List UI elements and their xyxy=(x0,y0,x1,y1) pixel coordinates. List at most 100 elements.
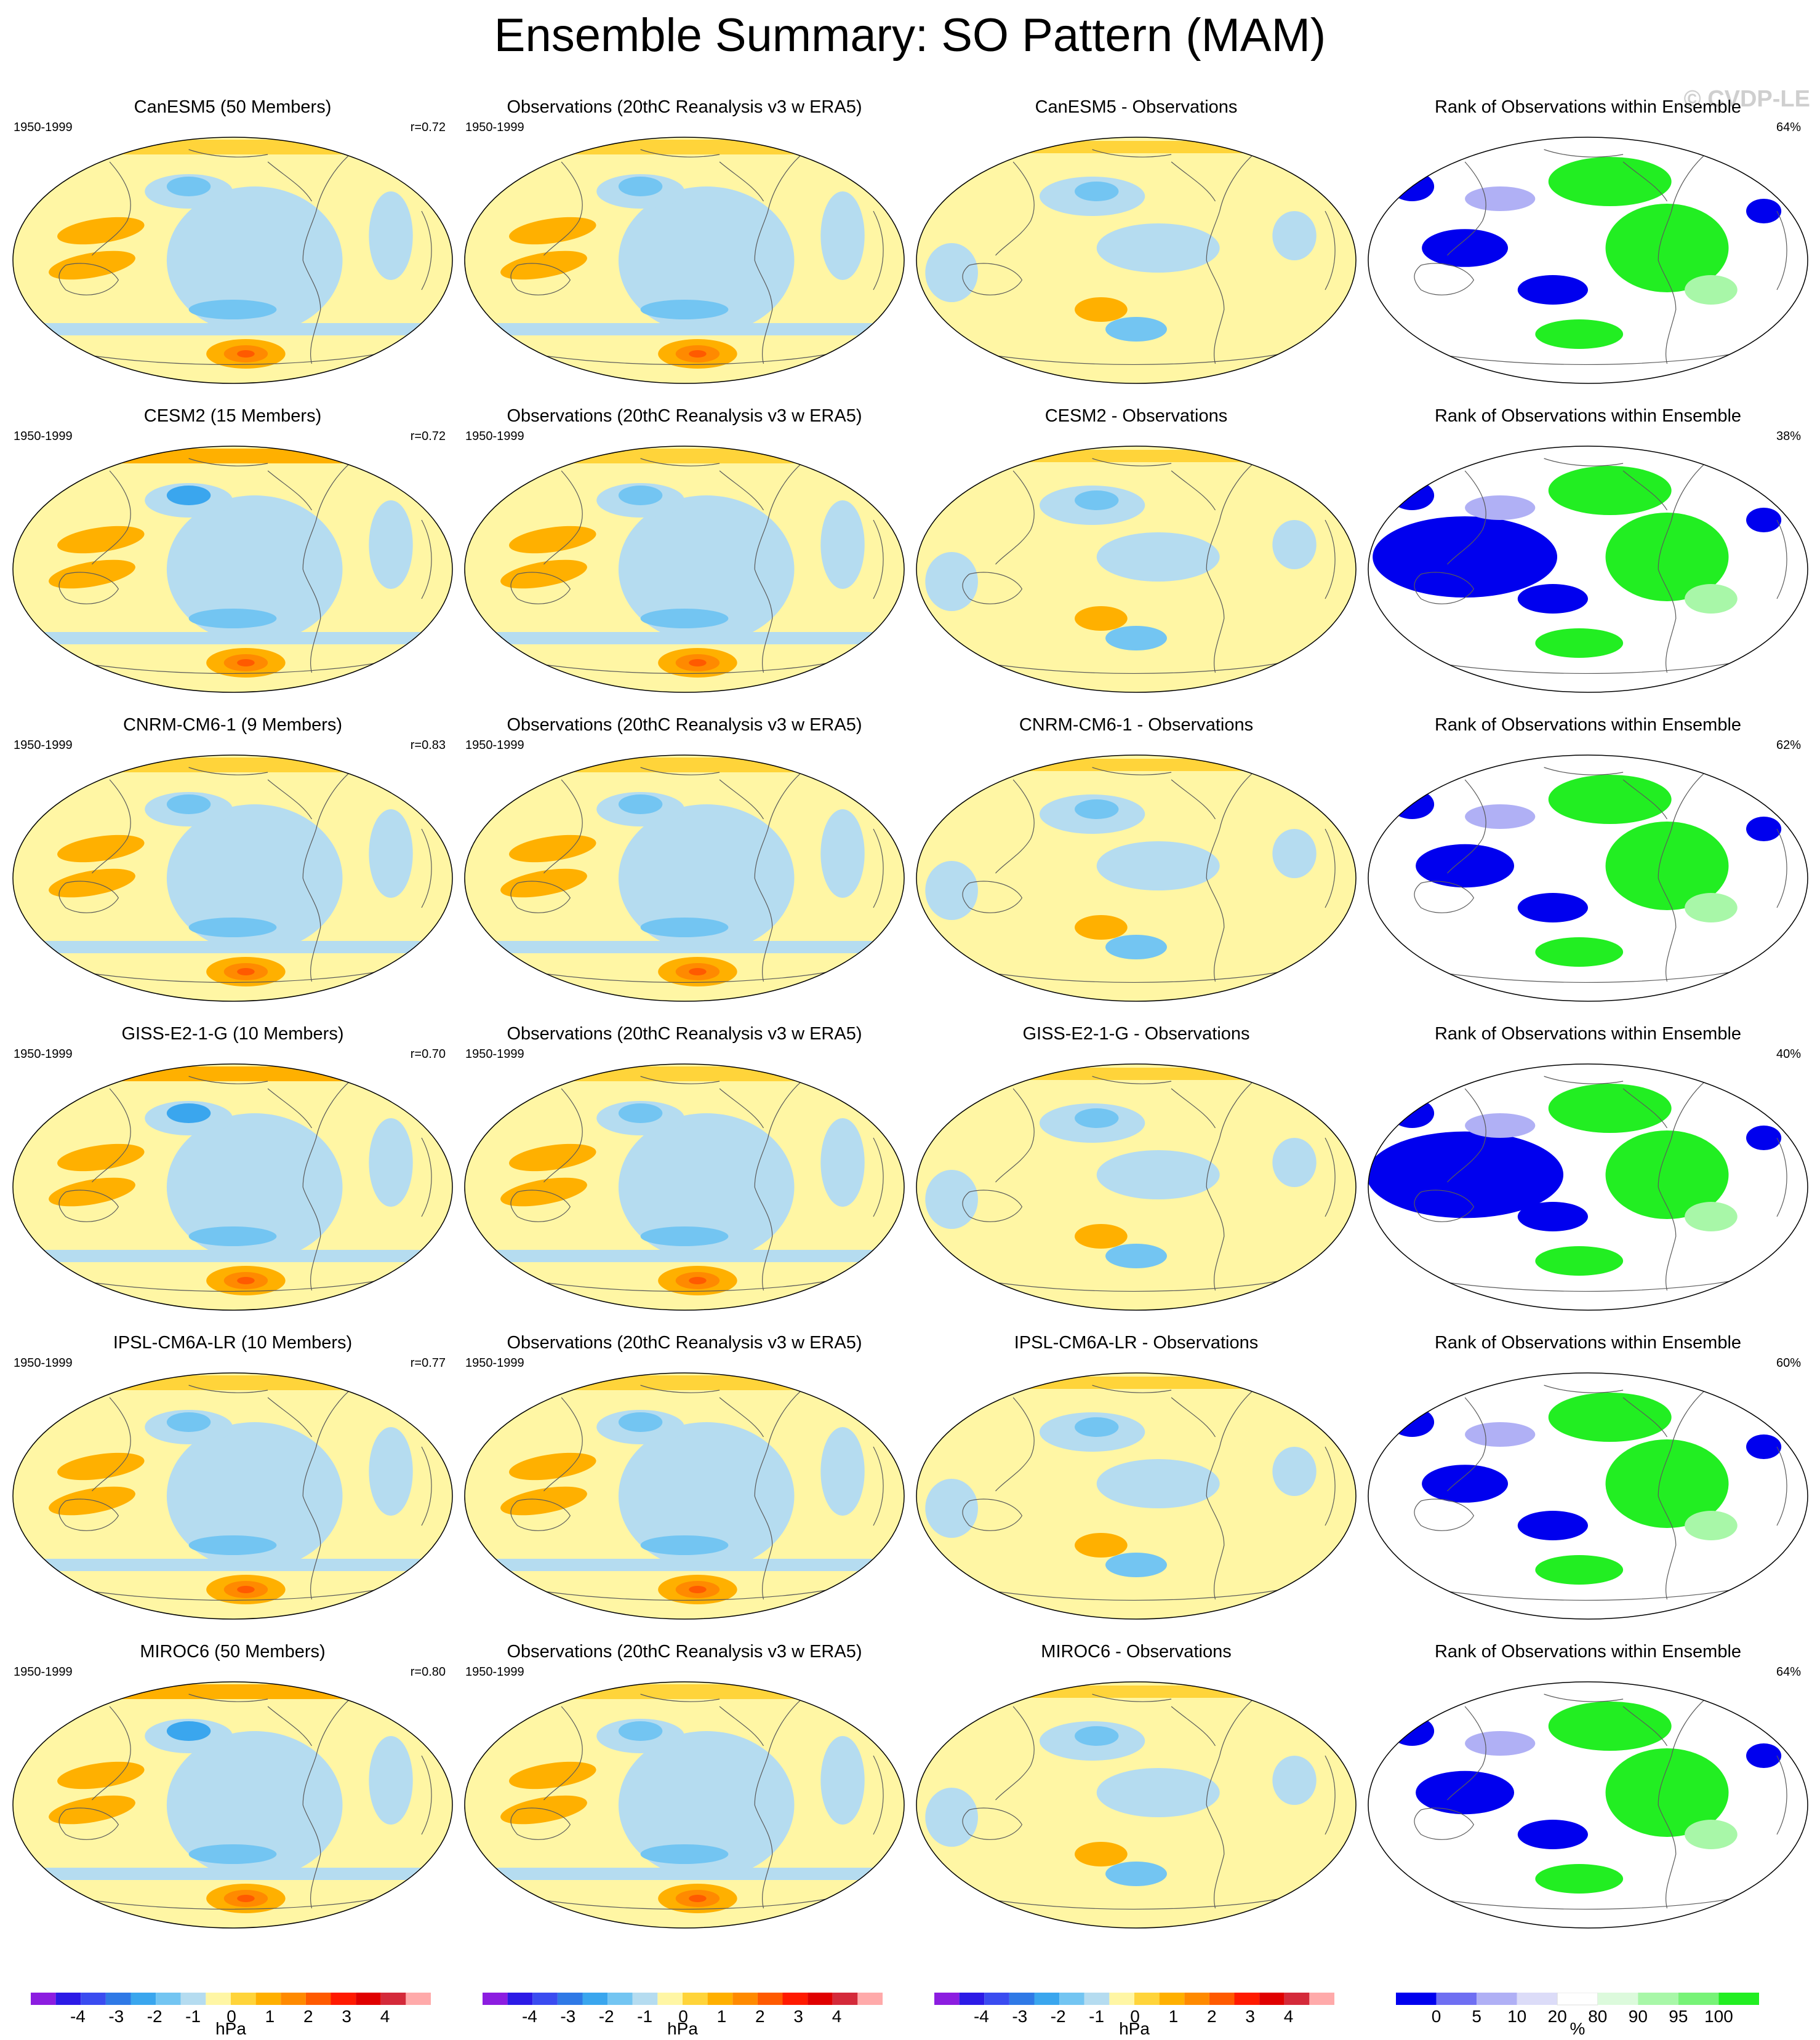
rank-blue-south xyxy=(1517,584,1588,614)
coastline-4 xyxy=(982,1893,1304,1910)
coastline-6 xyxy=(640,1385,720,1393)
south-pacific-pos-center xyxy=(237,968,255,975)
coastline-0 xyxy=(1658,458,1712,673)
coastline-1 xyxy=(267,779,313,820)
colorbar-swatch xyxy=(507,1993,533,2005)
rank-green-north xyxy=(1548,1084,1672,1133)
coastline-0 xyxy=(754,1076,808,1291)
rank-blue-east xyxy=(1746,508,1782,532)
map-border xyxy=(1368,137,1808,384)
panel-obs-canesm5: Observations (20thC Reanalysis v3 w ERA5… xyxy=(457,97,912,399)
south-pacific-neg xyxy=(1105,317,1167,342)
panel-title: Rank of Observations within Ensemble xyxy=(1434,715,1742,735)
colorbar-swatch xyxy=(1284,1993,1310,2005)
coastline-0 xyxy=(754,458,808,673)
colorbar-swatch xyxy=(757,1993,783,2005)
coastline-0 xyxy=(302,767,356,982)
panel-rank-percent: 60% xyxy=(1776,1356,1801,1370)
aleutian-core xyxy=(618,1103,663,1123)
colorbar-tick-label: -1 xyxy=(637,2007,652,2026)
atlantic-neg xyxy=(369,1427,413,1516)
map-obs xyxy=(464,1372,905,1620)
coastline-3 xyxy=(962,263,1023,295)
south-pacific-neg xyxy=(1105,1244,1167,1268)
map-border xyxy=(464,137,905,384)
map-border xyxy=(12,1681,453,1929)
map-border xyxy=(464,1063,905,1311)
south-pacific-neg xyxy=(640,1226,729,1246)
panel-title: MIROC6 (50 Members) xyxy=(140,1642,326,1662)
colorbar-swatch xyxy=(707,1993,733,2005)
rank-light-green xyxy=(1685,893,1738,922)
coastline-3 xyxy=(58,1498,119,1531)
indonesia-pos xyxy=(500,559,587,589)
south-pacific-neg xyxy=(188,609,277,628)
coastline-3 xyxy=(58,1190,119,1222)
south-pacific-pos-center xyxy=(237,1895,255,1902)
colorbar-swatch xyxy=(582,1993,608,2005)
north-band xyxy=(465,449,904,463)
north-band xyxy=(465,1684,904,1699)
colorbar-tick-label: 95 xyxy=(1669,2007,1688,2026)
south-pacific-neg xyxy=(1105,1862,1167,1886)
colorbar-tick-label: -4 xyxy=(974,2007,989,2026)
coastline-2 xyxy=(1447,1706,1486,1801)
panel-title: Observations (20thC Reanalysis v3 w ERA5… xyxy=(507,715,862,735)
atlantic-neg xyxy=(1272,211,1317,260)
coastline-6 xyxy=(1544,1076,1624,1084)
atlantic-neg xyxy=(369,191,413,280)
coastline-5 xyxy=(1776,210,1787,290)
panel-rank-percent: 62% xyxy=(1776,738,1801,752)
aleutian-core xyxy=(166,1103,211,1123)
panel-title: Observations (20thC Reanalysis v3 w ERA5… xyxy=(507,1642,862,1662)
coastline-4 xyxy=(531,657,852,674)
coastline-1 xyxy=(267,470,313,511)
coastline-5 xyxy=(1325,1755,1336,1835)
coastline-5 xyxy=(873,519,884,599)
colorbar-swatch xyxy=(607,1993,633,2005)
southern-ring-neg xyxy=(465,941,904,953)
south-pacific-pos-center xyxy=(689,1586,707,1593)
north-band xyxy=(465,140,904,154)
north-band xyxy=(916,450,1356,462)
rank-blue-east xyxy=(1746,1434,1782,1459)
pacific-low-core xyxy=(1075,182,1119,201)
rank-blue-east xyxy=(1746,817,1782,841)
colorbar-swatch xyxy=(281,1993,306,2005)
map-field xyxy=(465,1064,904,1310)
map-border xyxy=(1368,754,1808,1002)
coastline-3 xyxy=(510,263,571,295)
rank-green-north xyxy=(1548,775,1672,824)
colorbar-swatch xyxy=(105,1993,131,2005)
panel-years: 1950-1999 xyxy=(14,1665,73,1679)
map-border xyxy=(916,754,1357,1002)
south-pacific-neg xyxy=(1105,626,1167,650)
coastline-4 xyxy=(531,1584,852,1601)
southern-ring-neg xyxy=(13,632,452,644)
map-model xyxy=(12,754,453,1002)
colorbar-swatch xyxy=(1396,1993,1437,2005)
west-pacific-pos xyxy=(57,217,145,245)
coastline-4 xyxy=(79,966,400,983)
coastline-2 xyxy=(1447,470,1486,565)
south-pacific-pos xyxy=(1075,1533,1128,1558)
south-pacific-neg xyxy=(640,300,729,319)
panel-title: MIROC6 - Observations xyxy=(1041,1642,1232,1662)
panel-rank-percent: 40% xyxy=(1776,1047,1801,1061)
coastline-4 xyxy=(982,1584,1304,1601)
coastline-2 xyxy=(92,1088,131,1183)
colorbar-swatch xyxy=(1678,1993,1719,2005)
coastline-1 xyxy=(719,1706,764,1746)
atlantic-neg xyxy=(1272,520,1317,569)
west-pacific-pos xyxy=(57,1761,145,1790)
south-pacific-neg xyxy=(188,300,277,319)
coastline-3 xyxy=(962,1807,1023,1840)
west-pacific-pos xyxy=(57,1452,145,1481)
coastline-4 xyxy=(1434,1893,1755,1910)
rank-green-south xyxy=(1535,937,1624,967)
aleutian-core xyxy=(166,1412,211,1432)
east-pacific-neg xyxy=(618,804,795,952)
north-band xyxy=(916,1068,1356,1080)
map-field xyxy=(465,1373,904,1619)
colorbar-swatch xyxy=(231,1993,256,2005)
